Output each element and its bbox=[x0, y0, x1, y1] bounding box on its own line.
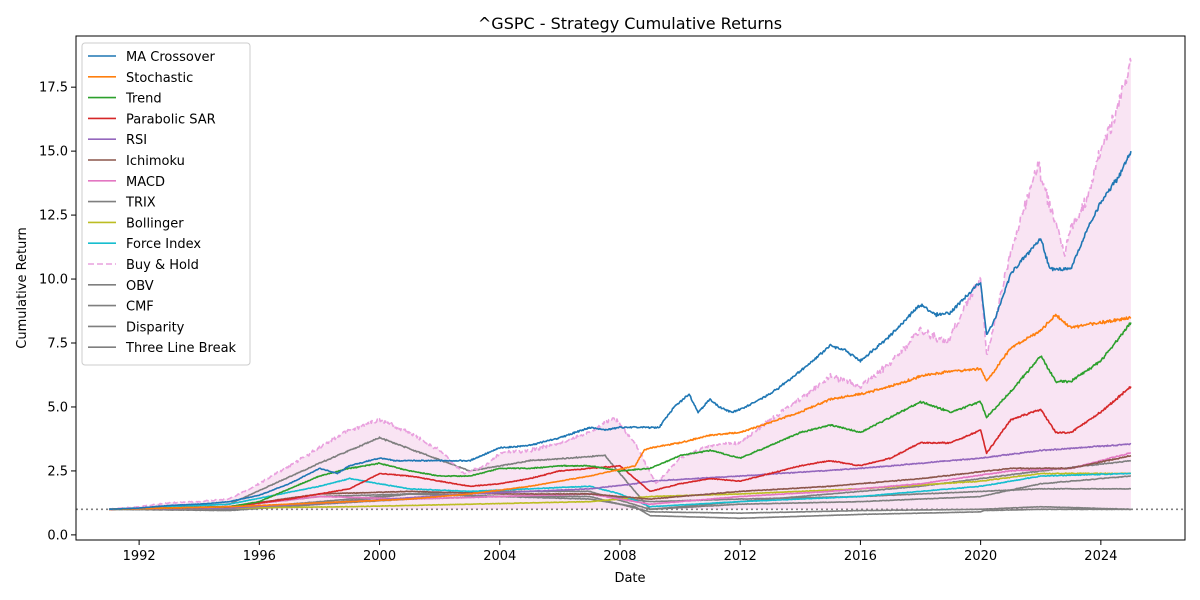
x-tick-label: 2020 bbox=[964, 549, 997, 564]
legend-label: MACD bbox=[126, 175, 165, 190]
series-line-ma-crossover bbox=[108, 150, 1132, 511]
legend-entry-bollinger: Bollinger bbox=[88, 216, 184, 231]
legend-entry-obv: OBV bbox=[88, 279, 154, 294]
legend-entry-macd: MACD bbox=[88, 175, 165, 190]
legend-label: Bollinger bbox=[126, 216, 184, 231]
legend-label: MA Crossover bbox=[126, 50, 216, 65]
legend-label: Trend bbox=[125, 92, 162, 107]
series-line-stochastic bbox=[109, 313, 1132, 511]
legend-entry-disparity: Disparity bbox=[88, 320, 185, 335]
series-line-trend bbox=[109, 322, 1132, 511]
x-tick-label: 2004 bbox=[483, 549, 516, 564]
legend-entry-cmf: CMF bbox=[88, 300, 154, 315]
plot-frame bbox=[75, 35, 1186, 541]
series-line-buy-and-hold bbox=[108, 57, 1132, 511]
legend-label: Three Line Break bbox=[125, 341, 237, 356]
x-tick-label: 2016 bbox=[844, 549, 877, 564]
legend-entry-parabolic-sar: Parabolic SAR bbox=[88, 112, 216, 127]
series-line-rsi bbox=[109, 442, 1132, 511]
y-tick-label: 17.5 bbox=[39, 81, 68, 96]
y-tick-label: 15.0 bbox=[39, 145, 68, 160]
y-axis: 0.0 2.5 5.0 7.5 10.0 12.5 15.0 17.5 bbox=[39, 81, 76, 543]
x-tick-label: 2008 bbox=[603, 549, 636, 564]
y-tick-label: 12.5 bbox=[39, 209, 68, 224]
legend-box bbox=[81, 42, 251, 366]
legend-entry-ichimoku: Ichimoku bbox=[88, 154, 185, 169]
y-tick-label: 2.5 bbox=[47, 464, 68, 479]
x-tick-label: 2012 bbox=[724, 549, 757, 564]
x-tick-label: 2000 bbox=[363, 549, 396, 564]
x-tick-label: 1996 bbox=[243, 549, 276, 564]
legend-entry-trend: Trend bbox=[88, 92, 162, 107]
legend-label: Stochastic bbox=[126, 71, 193, 86]
legend-entry-trix: TRIX bbox=[88, 196, 156, 211]
y-tick-label: 5.0 bbox=[47, 400, 68, 415]
plot-area bbox=[76, 57, 1185, 520]
legend-label: Disparity bbox=[126, 320, 185, 335]
y-axis-title: Cumulative Return bbox=[15, 227, 30, 348]
y-tick-label: 7.5 bbox=[47, 337, 68, 352]
x-tick-label: 2024 bbox=[1084, 549, 1117, 564]
x-axis: 1992 1996 2000 2004 2008 2012 2016 2020 2024 bbox=[123, 540, 1117, 564]
legend-label: Ichimoku bbox=[126, 154, 185, 169]
buy-and-hold-fill-area bbox=[109, 57, 1131, 510]
legend-label: Force Index bbox=[126, 237, 201, 252]
series-line-trix bbox=[108, 436, 1132, 511]
x-tick-label: 1992 bbox=[123, 549, 156, 564]
legend-entry-ma-crossover: MA Crossover bbox=[88, 50, 216, 65]
legend-entry-stochastic: Stochastic bbox=[88, 71, 193, 86]
legend-label: Parabolic SAR bbox=[126, 112, 216, 127]
legend-label: RSI bbox=[126, 133, 147, 148]
series-line-parabolic-sar bbox=[108, 386, 1132, 511]
legend: MA Crossover Stochastic Trend Parabolic SAR… bbox=[81, 42, 251, 366]
legend-label: TRIX bbox=[125, 196, 156, 211]
x-axis-title: Date bbox=[614, 571, 645, 586]
legend-label: CMF bbox=[126, 300, 154, 315]
chart-title: ^GSPC - Strategy Cumulative Returns bbox=[478, 14, 782, 33]
legend-entry-rsi: RSI bbox=[88, 133, 147, 148]
legend-label: Buy & Hold bbox=[126, 258, 199, 273]
legend-entry-three-line-break: Three Line Break bbox=[88, 341, 237, 356]
y-tick-label: 10.0 bbox=[39, 273, 68, 288]
y-tick-label: 0.0 bbox=[47, 528, 68, 543]
legend-entry-buy-and-hold: Buy & Hold bbox=[88, 258, 199, 273]
series-line-force-index bbox=[108, 472, 1132, 511]
legend-label: OBV bbox=[126, 279, 154, 294]
legend-entry-force-index: Force Index bbox=[88, 237, 201, 252]
